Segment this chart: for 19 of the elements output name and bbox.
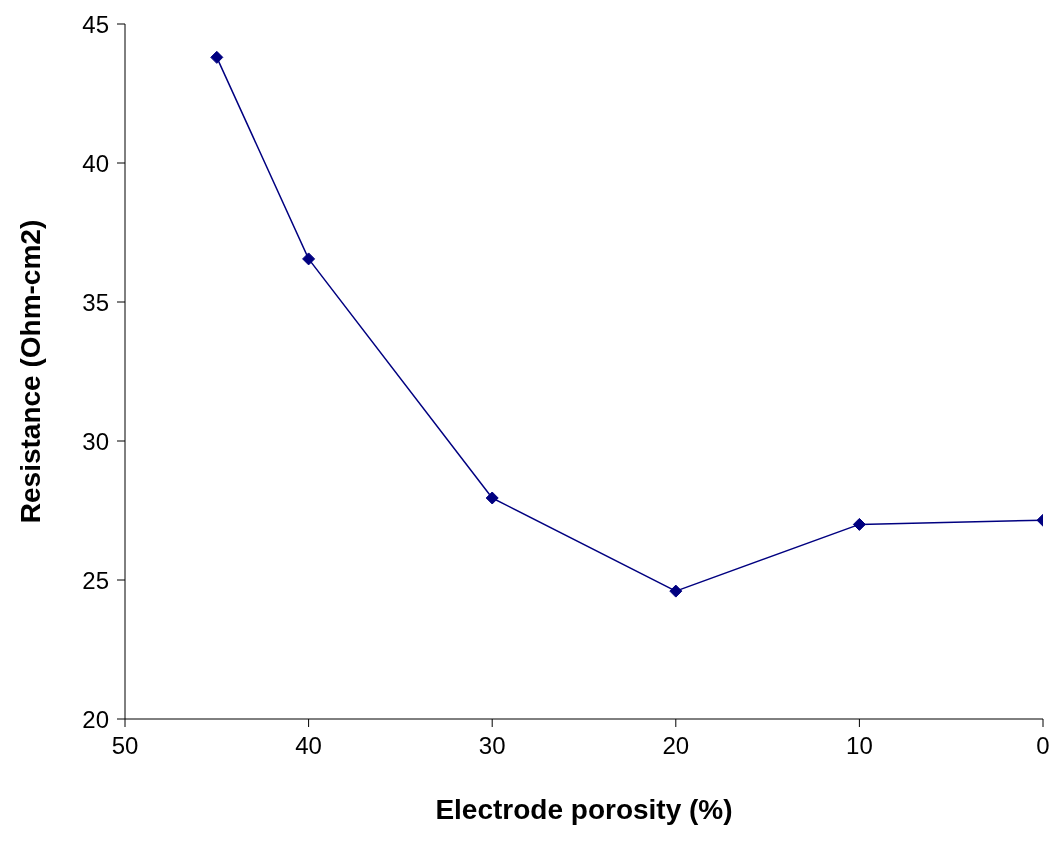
y-tick-label: 40 xyxy=(82,149,109,177)
x-axis-title: Electrode porosity (%) xyxy=(435,794,733,825)
point xyxy=(302,252,316,266)
y-tick-label: 20 xyxy=(82,705,109,733)
x-tick-label: 20 xyxy=(662,732,690,760)
x-tick-label: 0 xyxy=(1036,732,1050,760)
point xyxy=(852,517,866,531)
y-axis-title: Resistance (Ohm-cm2) xyxy=(14,219,46,524)
x-tick-label: 30 xyxy=(478,732,506,760)
y-tick-label: 25 xyxy=(82,566,109,594)
y-tick-label: 45 xyxy=(82,10,109,38)
x-tick-label: 50 xyxy=(111,732,139,760)
x-tick-label: 10 xyxy=(846,732,873,760)
y-tick-label: 30 xyxy=(82,427,109,455)
point xyxy=(210,50,224,64)
point xyxy=(669,584,683,598)
y-tick-label: 35 xyxy=(82,288,109,316)
x-tick-label: 40 xyxy=(295,732,322,760)
point xyxy=(485,491,499,505)
